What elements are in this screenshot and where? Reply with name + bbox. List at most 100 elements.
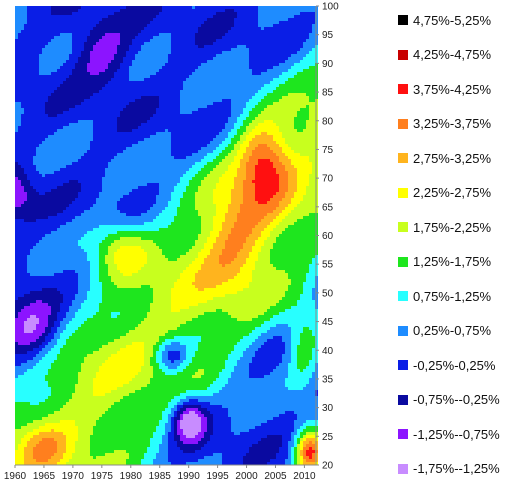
heatmap-cell <box>129 36 132 39</box>
heatmap-cell <box>96 57 99 60</box>
heatmap-cell <box>216 24 219 27</box>
heatmap-cell <box>297 111 300 114</box>
heatmap-cell <box>207 66 210 69</box>
heatmap-cell <box>222 87 225 90</box>
heatmap-cell <box>48 153 51 156</box>
heatmap-cell <box>186 24 189 27</box>
heatmap-cell <box>219 135 222 138</box>
heatmap-cell <box>114 48 117 51</box>
heatmap-cell <box>27 21 30 24</box>
heatmap-cell <box>261 63 264 66</box>
heatmap-cell <box>21 111 24 114</box>
heatmap-cell <box>285 60 288 63</box>
heatmap-cell <box>231 63 234 66</box>
heatmap-cell <box>93 129 96 132</box>
heatmap-cell <box>264 69 267 72</box>
heatmap-cell <box>21 24 24 27</box>
heatmap-cell <box>87 123 90 126</box>
heatmap-cell <box>204 120 207 123</box>
heatmap-cell <box>285 63 288 66</box>
heatmap-cell <box>123 81 126 84</box>
heatmap-cell <box>132 48 135 51</box>
heatmap-cell <box>174 60 177 63</box>
heatmap-cell <box>120 141 123 144</box>
heatmap-cell <box>45 135 48 138</box>
heatmap-cell <box>27 147 30 150</box>
heatmap-cell <box>207 78 210 81</box>
heatmap-cell <box>237 123 240 126</box>
heatmap-cell <box>114 30 117 33</box>
heatmap-cell <box>42 18 45 21</box>
heatmap-cell <box>144 102 147 105</box>
heatmap-cell <box>132 39 135 42</box>
heatmap-cell <box>192 45 195 48</box>
heatmap-cell <box>129 15 132 18</box>
heatmap-cell <box>216 78 219 81</box>
heatmap-cell <box>165 69 168 72</box>
heatmap-cell <box>144 6 147 9</box>
heatmap-cell <box>24 57 27 60</box>
heatmap-cell <box>132 93 135 96</box>
heatmap-cell <box>252 126 255 129</box>
heatmap-cell <box>51 135 54 138</box>
heatmap-cell <box>276 132 279 135</box>
heatmap-cell <box>159 129 162 132</box>
heatmap-cell <box>126 135 129 138</box>
heatmap-cell <box>48 33 51 36</box>
heatmap-cell <box>273 36 276 39</box>
heatmap-cell <box>144 12 147 15</box>
heatmap-cell <box>120 123 123 126</box>
heatmap-cell <box>144 93 147 96</box>
heatmap-cell <box>282 135 285 138</box>
heatmap-cell <box>66 57 69 60</box>
heatmap-cell <box>204 102 207 105</box>
heatmap-cell <box>234 27 237 30</box>
heatmap-cell <box>174 111 177 114</box>
heatmap-cell <box>243 108 246 111</box>
heatmap-cell <box>18 30 21 33</box>
heatmap-cell <box>288 93 291 96</box>
heatmap-cell <box>42 132 45 135</box>
heatmap-cell <box>90 135 93 138</box>
heatmap-cell <box>51 24 54 27</box>
heatmap-cell <box>105 57 108 60</box>
heatmap-cell <box>33 45 36 48</box>
heatmap-cell <box>156 96 159 99</box>
heatmap-cell <box>213 6 216 9</box>
heatmap-cell <box>213 114 216 117</box>
heatmap-cell <box>153 102 156 105</box>
heatmap-cell <box>132 27 135 30</box>
heatmap-cell <box>165 48 168 51</box>
heatmap-cell <box>75 114 78 117</box>
heatmap-cell <box>210 90 213 93</box>
heatmap-cell <box>81 21 84 24</box>
heatmap-cell <box>90 108 93 111</box>
heatmap-cell <box>186 75 189 78</box>
heatmap-cell <box>102 12 105 15</box>
heatmap-cell <box>156 147 159 150</box>
heatmap-cell <box>165 150 168 153</box>
heatmap-cell <box>228 120 231 123</box>
heatmap-cell <box>117 33 120 36</box>
heatmap-cell <box>27 18 30 21</box>
heatmap-cell <box>249 105 252 108</box>
heatmap-cell <box>267 75 270 78</box>
heatmap-cell <box>282 12 285 15</box>
heatmap-cell <box>144 60 147 63</box>
heatmap-cell <box>267 18 270 21</box>
heatmap-cell <box>252 78 255 81</box>
heatmap-cell <box>48 60 51 63</box>
heatmap-cell <box>210 57 213 60</box>
heatmap-cell <box>243 126 246 129</box>
heatmap-cell <box>210 78 213 81</box>
heatmap-cell <box>258 24 261 27</box>
heatmap-cell <box>111 117 114 120</box>
heatmap-cell <box>87 9 90 12</box>
heatmap-cell <box>69 33 72 36</box>
heatmap-cell <box>21 6 24 9</box>
heatmap-cell <box>273 78 276 81</box>
heatmap-cell <box>87 144 90 147</box>
heatmap-cell <box>84 105 87 108</box>
heatmap-cell <box>24 132 27 135</box>
heatmap-cell <box>231 123 234 126</box>
